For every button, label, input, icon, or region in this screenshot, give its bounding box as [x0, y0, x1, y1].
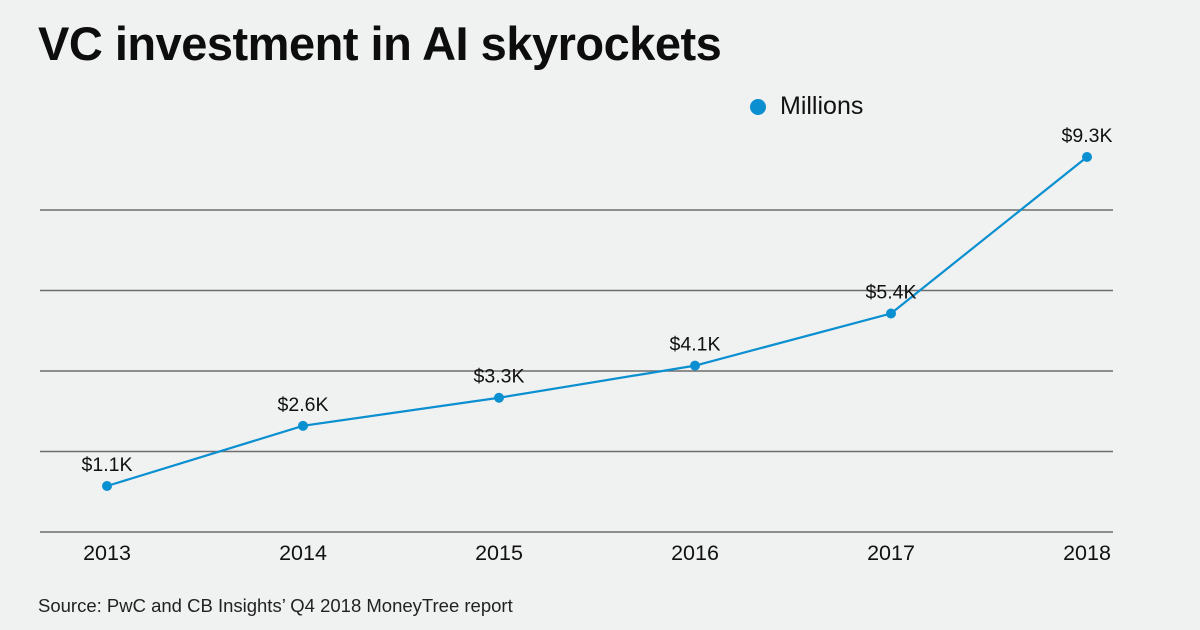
data-point	[1082, 152, 1092, 162]
data-point	[494, 392, 504, 403]
data-points	[102, 152, 1092, 491]
data-point	[102, 481, 112, 491]
x-tick-label: 2018	[1063, 541, 1111, 565]
legend-marker-icon	[750, 98, 766, 115]
x-tick-label: 2014	[279, 541, 327, 565]
series-millions	[106, 156, 1088, 488]
data-labels: $1.1K $2.6K $3.3K $4.1K $5.4K $9.3K	[82, 125, 1113, 476]
x-tick-label: 2016	[671, 541, 719, 565]
series-line	[106, 156, 1088, 488]
data-label: $4.1K	[670, 334, 721, 356]
data-label: $5.4K	[866, 281, 917, 303]
x-tick-label: 2015	[475, 541, 523, 565]
data-label: $1.1K	[82, 454, 133, 476]
data-point	[690, 360, 700, 371]
chart-title: VC investment in AI skyrockets	[38, 17, 722, 70]
legend: Millions	[750, 92, 863, 121]
source-note: Source: PwC and CB Insights’ Q4 2018 Mon…	[38, 595, 513, 616]
data-label: $2.6K	[278, 394, 329, 416]
data-label: $3.3K	[474, 366, 525, 388]
data-point	[298, 420, 308, 431]
legend-label: Millions	[780, 92, 864, 120]
x-axis-ticks: 2013 2014 2015 2016 2017 2018	[83, 541, 1111, 565]
data-point	[886, 308, 896, 319]
data-label: $9.3K	[1062, 125, 1113, 147]
x-tick-label: 2017	[867, 541, 915, 565]
gridlines	[40, 209, 1113, 533]
x-tick-label: 2013	[83, 541, 131, 565]
